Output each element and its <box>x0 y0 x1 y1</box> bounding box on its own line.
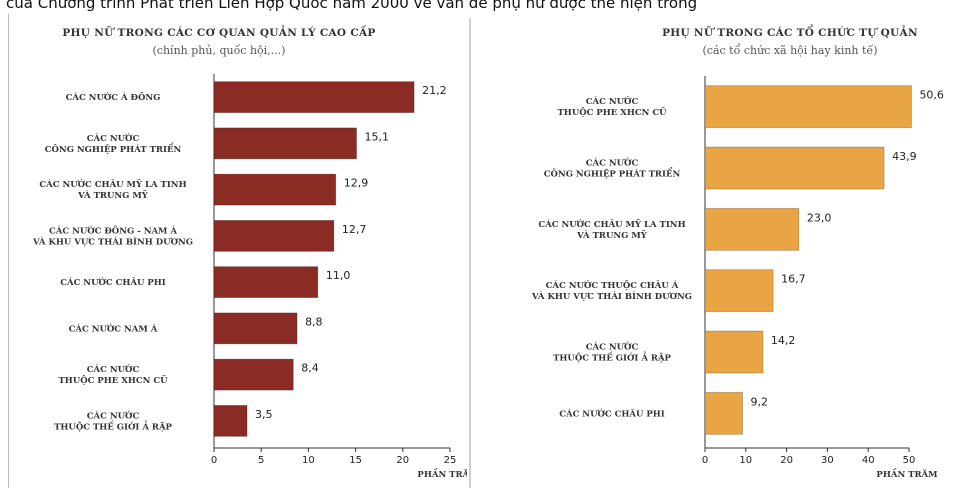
bar <box>704 269 774 313</box>
category-label: THUỘC PHE XHCN CŨ <box>58 374 168 386</box>
bar-value-label: 23,0 <box>807 211 832 224</box>
category-label: CÁC NƯỚC <box>87 363 140 375</box>
chart-subtitle: (chính phủ, quốc hội,...) <box>153 44 286 57</box>
bar <box>704 146 885 190</box>
bar-value-label: 9,2 <box>751 395 769 408</box>
x-tick-label: 25 <box>444 455 457 466</box>
category-label: CÔNG NGHIỆP PHÁT TRIỂN <box>45 141 182 155</box>
bar <box>704 330 764 374</box>
category-label: CÁC NƯỚC <box>87 409 140 421</box>
category-label: CÁC NƯỚC CHÂU MỸ LA TINH <box>39 178 186 190</box>
bar <box>213 127 357 160</box>
bar <box>213 81 415 114</box>
bar-value-label: 8,4 <box>301 362 319 375</box>
category-label: CÁC NƯỚC ĐÔNG - NAM Á <box>49 224 177 236</box>
bar <box>213 219 335 252</box>
category-label: CÁC NƯỚC NAM Á <box>69 322 158 334</box>
category-label: THUỘC THẾ GIỚI Ả RẬP <box>54 419 172 432</box>
x-axis-label: PHẦN TRĂM <box>417 467 467 480</box>
panel-divider <box>469 18 471 488</box>
x-tick-label: 5 <box>258 455 264 466</box>
bar-value-label: 14,2 <box>771 334 796 347</box>
x-tick-label: 0 <box>211 455 217 466</box>
category-label: THUỘC PHE XHCN CŨ <box>557 106 667 118</box>
bar <box>704 391 743 435</box>
category-label: CÁC NƯỚC <box>586 341 639 353</box>
bar-value-label: 21,2 <box>422 84 447 97</box>
figure-caption: của Chương trình Phát triển Liên Hợp Quố… <box>6 0 698 12</box>
category-label: THUỘC THẾ GIỚI Ả RẬP <box>553 351 671 364</box>
chart-title: PHỤ NỮ TRONG CÁC TỔ CHỨC TỰ QUẢN <box>662 23 918 39</box>
x-tick-label: 10 <box>739 455 752 466</box>
chart-panel-executive: PHỤ NỮ TRONG CÁC CƠ QUAN QUẢN LÝ CAO CẤP… <box>8 14 467 488</box>
bar-value-label: 16,7 <box>781 273 806 286</box>
x-tick-label: 15 <box>349 455 362 466</box>
x-tick-label: 50 <box>903 455 916 466</box>
bar-value-label: 12,9 <box>344 177 369 190</box>
x-axis-label: PHẦN TRĂM <box>876 467 938 480</box>
category-label: CÁC NƯỚC <box>87 132 140 144</box>
bar <box>704 85 912 129</box>
category-label: CÁC NƯỚC THUỘC CHÂU Á <box>546 279 679 291</box>
bar-value-label: 11,0 <box>326 269 351 282</box>
chart-panel-selfgov: PHỤ NỮ TRONG CÁC TỔ CHỨC TỰ QUẢN (các tổ… <box>480 14 959 488</box>
category-label: CÁC NƯỚC CHÂU MỸ LA TINH <box>538 218 685 230</box>
x-tick-label: 10 <box>302 455 315 466</box>
chart-subtitle: (các tổ chức xã hội hay kinh tế) <box>703 44 878 57</box>
category-label: VÀ KHU VỰC THÁI BÌNH DƯƠNG <box>531 290 692 302</box>
category-label: VÀ TRUNG MỸ <box>77 189 149 201</box>
category-label: CÁC NƯỚC <box>586 157 639 169</box>
bar <box>213 312 298 345</box>
x-tick-label: 40 <box>862 455 875 466</box>
bar <box>704 207 800 251</box>
bar-value-label: 12,7 <box>342 223 367 236</box>
category-label: CÁC NƯỚC <box>586 95 639 107</box>
bar-value-label: 3,5 <box>255 408 272 421</box>
category-label: CÔNG NGHIỆP PHÁT TRIỂN <box>544 166 681 180</box>
category-label: CÁC NƯỚC CHÂU PHI <box>559 407 665 419</box>
bar <box>213 173 337 206</box>
bar <box>213 358 294 391</box>
bar-value-label: 50,6 <box>919 89 944 102</box>
chart-self-governing-orgs: PHỤ NỮ TRONG CÁC TỔ CHỨC TỰ QUẢN (các tổ… <box>531 23 944 480</box>
category-label: CÁC NƯỚC CHÂU PHI <box>60 276 166 288</box>
bar-value-label: 15,1 <box>365 130 390 143</box>
chart-executive-bodies: PHỤ NỮ TRONG CÁC CƠ QUAN QUẢN LÝ CAO CẤP… <box>32 24 467 480</box>
category-label: CÁC NƯỚC Á ĐÔNG <box>66 91 161 103</box>
bar <box>213 404 248 437</box>
bar-value-label: 43,9 <box>892 150 917 163</box>
bar-value-label: 8,8 <box>305 315 323 328</box>
x-tick-label: 20 <box>396 455 409 466</box>
chart-title: PHỤ NỮ TRONG CÁC CƠ QUAN QUẢN LÝ CAO CẤP <box>62 24 375 39</box>
bar <box>213 266 319 299</box>
x-tick-label: 20 <box>780 455 793 466</box>
category-label: VÀ TRUNG MỸ <box>576 229 648 241</box>
x-tick-label: 30 <box>821 455 834 466</box>
category-label: VÀ KHU VỰC THÁI BÌNH DƯƠNG <box>32 235 193 247</box>
x-tick-label: 0 <box>702 455 708 466</box>
